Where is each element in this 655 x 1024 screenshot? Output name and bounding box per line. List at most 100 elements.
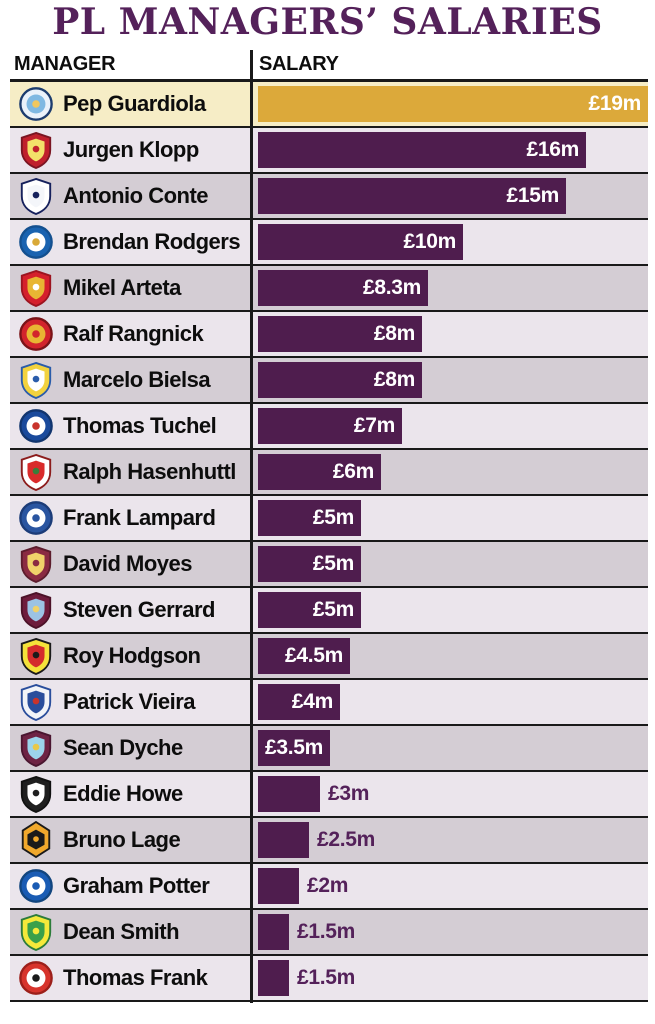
salary-bar: £16m (258, 132, 586, 168)
table-header: MANAGER SALARY (10, 50, 648, 79)
table-row: Pep Guardiola £19m (10, 82, 648, 128)
wolves-crest-icon (18, 820, 54, 860)
salary-value: £2m (307, 874, 349, 897)
column-divider (250, 50, 253, 1003)
manager-name: Sean Dyche (63, 735, 183, 760)
salary-bar: £8m (258, 362, 422, 398)
salary-cell: £10m (258, 220, 648, 264)
burnley-crest-icon (18, 728, 54, 768)
table-row: Steven Gerrard £5m (10, 588, 648, 634)
manager-name: Antonio Conte (63, 183, 209, 208)
salary-value: £10m (403, 230, 456, 253)
salary-cell: £1.5m (258, 910, 648, 954)
salary-value: £6m (332, 460, 374, 483)
salary-bar: £8.3m (258, 270, 428, 306)
manager-name: Dean Smith (63, 919, 180, 944)
table-row: Thomas Tuchel £7m (10, 404, 648, 450)
table-row: Mikel Arteta £8.3m (10, 266, 648, 312)
salary-cell: £6m (258, 450, 648, 494)
manager-name: Patrick Vieira (63, 689, 196, 714)
brentford-crest-icon (18, 958, 54, 998)
salary-bar: £19m (258, 86, 648, 122)
leicester-crest-icon (18, 222, 54, 262)
salary-value: £8.3m (362, 276, 421, 299)
salary-cell: £3.5m (258, 726, 648, 770)
table-row: Jurgen Klopp £16m (10, 128, 648, 174)
salary-cell: £16m (258, 128, 648, 172)
manager-name: Eddie Howe (63, 781, 183, 806)
salary-bar: £15m (258, 178, 566, 214)
salary-cell: £5m (258, 588, 648, 632)
salary-bar (258, 914, 289, 950)
table-row: Roy Hodgson £4.5m (10, 634, 648, 680)
salary-cell: £8m (258, 312, 648, 356)
salary-bar: £5m (258, 546, 361, 582)
salary-cell: £4.5m (258, 634, 648, 678)
southampton-crest-icon (18, 452, 54, 492)
manager-name: Thomas Tuchel (63, 413, 217, 438)
salary-cell: £15m (258, 174, 648, 218)
salary-value: £16m (526, 138, 579, 161)
table-row: Marcelo Bielsa £8m (10, 358, 648, 404)
everton-crest-icon (18, 498, 54, 538)
table-row: Eddie Howe £3m (10, 772, 648, 818)
tottenham-crest-icon (18, 176, 54, 216)
watford-crest-icon (18, 636, 54, 676)
salary-cell: £4m (258, 680, 648, 724)
arsenal-crest-icon (18, 268, 54, 308)
table-row: Brendan Rodgers £10m (10, 220, 648, 266)
salary-value: £5m (312, 552, 354, 575)
newcastle-crest-icon (18, 774, 54, 814)
table-row: Sean Dyche £3.5m (10, 726, 648, 772)
salary-bar: £4.5m (258, 638, 350, 674)
salary-cell: £5m (258, 542, 648, 586)
column-header-manager: MANAGER (14, 53, 116, 75)
brighton-crest-icon (18, 866, 54, 906)
manager-name: Thomas Frank (63, 965, 208, 990)
salary-bar: £7m (258, 408, 402, 444)
manager-name: Bruno Lage (63, 827, 181, 852)
salary-bar: £3.5m (258, 730, 330, 766)
salary-table: MANAGER SALARY Pep Guardiola £19m Jurgen… (10, 50, 648, 1002)
manager-name: Roy Hodgson (63, 643, 201, 668)
salary-value: £5m (312, 506, 354, 529)
chelsea-crest-icon (18, 406, 54, 446)
manager-name: Ralf Rangnick (63, 321, 204, 346)
salary-value: £7m (353, 414, 395, 437)
salary-bar: £5m (258, 592, 361, 628)
manager-name: Frank Lampard (63, 505, 216, 530)
table-row: David Moyes £5m (10, 542, 648, 588)
salary-cell: £7m (258, 404, 648, 448)
table-row: Ralf Rangnick £8m (10, 312, 648, 358)
salary-cell: £2m (258, 864, 648, 908)
manager-name: Pep Guardiola (63, 91, 206, 116)
table-row: Thomas Frank £1.5m (10, 956, 648, 1002)
salary-cell: £19m (258, 82, 648, 126)
manager-name: Steven Gerrard (63, 597, 215, 622)
salary-value: £1.5m (297, 920, 356, 943)
west-ham-crest-icon (18, 544, 54, 584)
leeds-united-crest-icon (18, 360, 54, 400)
salary-cell: £8.3m (258, 266, 648, 310)
salary-bar (258, 776, 320, 812)
salary-value: £1.5m (297, 966, 356, 989)
salary-value: £8m (373, 368, 415, 391)
salary-cell: £8m (258, 358, 648, 402)
salary-value: £2.5m (317, 828, 376, 851)
salary-cell: £2.5m (258, 818, 648, 862)
salary-bar (258, 868, 299, 904)
salary-bar: £5m (258, 500, 361, 536)
salary-value: £8m (373, 322, 415, 345)
norwich-crest-icon (18, 912, 54, 952)
aston-villa-crest-icon (18, 590, 54, 630)
manager-name: David Moyes (63, 551, 193, 576)
salary-bar: £8m (258, 316, 422, 352)
salary-value: £19m (588, 92, 641, 115)
manchester-united-crest-icon (18, 314, 54, 354)
salary-bar (258, 960, 289, 996)
salary-bar: £10m (258, 224, 463, 260)
salary-bar: £4m (258, 684, 340, 720)
salary-value: £3.5m (264, 736, 323, 759)
salary-value: £4.5m (284, 644, 343, 667)
table-row: Ralph Hasenhuttl £6m (10, 450, 648, 496)
